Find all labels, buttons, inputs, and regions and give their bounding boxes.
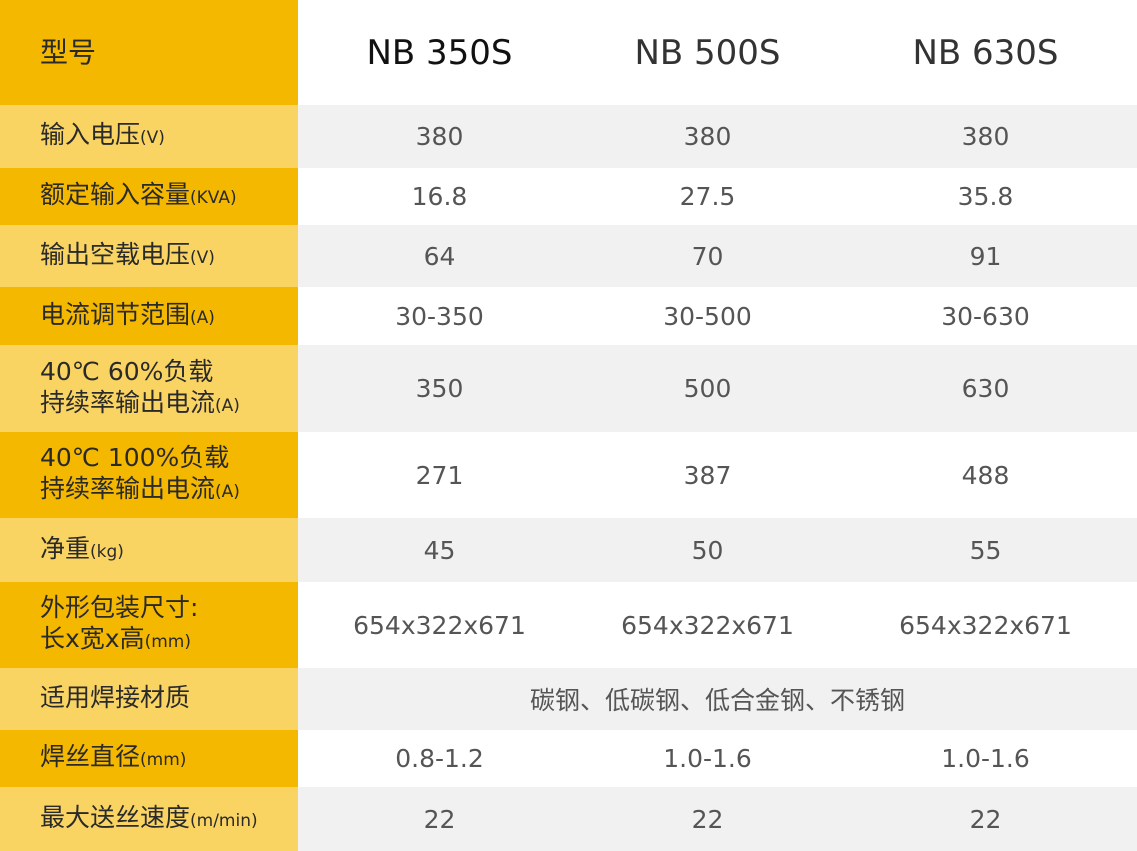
unit: (A) (215, 482, 240, 502)
row-label: 净重(kg) (0, 518, 298, 582)
cell-value: 16.8 (298, 168, 581, 225)
cell-value: 0.8-1.2 (298, 730, 581, 787)
label-text: 电流调节范围 (40, 299, 191, 329)
cell-value: 654x322x671 (581, 582, 834, 668)
cell-value: 387 (581, 432, 834, 518)
cell-value: 271 (298, 432, 581, 518)
table-row: 焊丝直径(mm) 0.8-1.2 1.0-1.6 1.0-1.6 (0, 730, 1137, 787)
table-row: 最大送丝速度(m/min) 22 22 22 (0, 787, 1137, 851)
model-header: 型号 (0, 0, 298, 105)
label-text: 焊丝直径 (40, 742, 141, 771)
table-row: 输入电压(V) 380 380 380 (0, 105, 1137, 168)
cell-value: 22 (834, 787, 1137, 851)
row-label: 电流调节范围(A) (0, 287, 298, 345)
label-text: 额定输入容量 (40, 180, 191, 209)
row-label: 适用焊接材质 (0, 668, 298, 730)
unit: (V) (140, 128, 165, 148)
table-row: 40℃ 100%负载 持续率输出电流(A) 271 387 488 (0, 432, 1137, 518)
label-text-line2: 持续率输出电流 (40, 474, 216, 503)
cell-value: 27.5 (581, 168, 834, 225)
table-row: 输出空载电压(V) 64 70 91 (0, 225, 1137, 287)
table-row: 适用焊接材质 碳钢、低碳钢、低合金钢、不锈钢 (0, 668, 1137, 730)
cell-value: 55 (834, 518, 1137, 582)
cell-value: 91 (834, 225, 1137, 287)
row-label: 焊丝直径(mm) (0, 730, 298, 787)
row-label: 最大送丝速度(m/min) (0, 787, 298, 851)
row-label: 40℃ 60%负载 持续率输出电流(A) (0, 345, 298, 432)
row-label: 输入电压(V) (0, 105, 298, 168)
label-text: 最大送丝速度 (40, 802, 191, 832)
unit: (m/min) (190, 810, 258, 831)
cell-value: 30-630 (834, 287, 1137, 345)
cell-value: 654x322x671 (834, 582, 1137, 668)
cell-value: 64 (298, 225, 581, 287)
table-row: 外形包装尺寸: 长x宽x高(mm) 654x322x671 654x322x671 65… (0, 582, 1137, 668)
cell-value: 45 (298, 518, 581, 582)
unit: (A) (215, 395, 240, 416)
cell-value: 1.0-1.6 (581, 730, 834, 787)
unit: (kg) (90, 541, 124, 562)
unit: (mm) (144, 632, 191, 652)
cell-value: 22 (581, 787, 834, 851)
cell-value: 488 (834, 432, 1137, 518)
model-nb630s: NB 630S (834, 0, 1137, 105)
cell-value: 380 (834, 105, 1137, 168)
unit: (mm) (140, 750, 187, 770)
row-label: 输出空载电压(V) (0, 225, 298, 287)
merged-value: 碳钢、低碳钢、低合金钢、不锈钢 (298, 668, 1137, 730)
table-row: 额定输入容量(KVA) 16.8 27.5 35.8 (0, 168, 1137, 225)
label-text: 外形包装尺寸: (40, 593, 199, 622)
label-text: 40℃ 100%负载 (40, 443, 230, 472)
header-row: 型号 NB 350S NB 500S NB 630S (0, 0, 1137, 105)
cell-value: 350 (298, 345, 581, 432)
cell-value: 30-350 (298, 287, 581, 345)
unit: (A) (190, 307, 215, 328)
label-text-line2: 持续率输出电流 (40, 387, 216, 417)
row-label: 40℃ 100%负载 持续率输出电流(A) (0, 432, 298, 518)
cell-value: 50 (581, 518, 834, 582)
cell-value: 500 (581, 345, 834, 432)
cell-value: 30-500 (581, 287, 834, 345)
label-text: 输入电压 (40, 120, 141, 149)
cell-value: 1.0-1.6 (834, 730, 1137, 787)
cell-value: 70 (581, 225, 834, 287)
label-text: 净重 (40, 533, 91, 563)
cell-value: 22 (298, 787, 581, 851)
label-text: 输出空载电压 (40, 239, 191, 269)
cell-value: 380 (298, 105, 581, 168)
cell-value: 380 (581, 105, 834, 168)
unit: (V) (190, 247, 215, 268)
model-nb350s: NB 350S (298, 0, 581, 105)
row-label: 外形包装尺寸: 长x宽x高(mm) (0, 582, 298, 668)
model-nb500s: NB 500S (581, 0, 834, 105)
label-text: 适用焊接材质 (40, 682, 191, 712)
table-row: 净重(kg) 45 50 55 (0, 518, 1137, 582)
table-row: 40℃ 60%负载 持续率输出电流(A) 350 500 630 (0, 345, 1137, 432)
cell-value: 654x322x671 (298, 582, 581, 668)
cell-value: 630 (834, 345, 1137, 432)
table-row: 电流调节范围(A) 30-350 30-500 30-630 (0, 287, 1137, 345)
row-label: 额定输入容量(KVA) (0, 168, 298, 225)
label-text-line2: 长x宽x高 (40, 624, 145, 653)
cell-value: 35.8 (834, 168, 1137, 225)
label-text: 40℃ 60%负载 (40, 356, 214, 386)
unit: (KVA) (190, 188, 237, 208)
